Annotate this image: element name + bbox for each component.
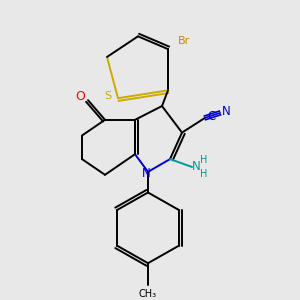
Text: CH₃: CH₃: [139, 289, 157, 299]
Text: H: H: [200, 169, 207, 179]
Text: C: C: [207, 110, 215, 123]
Text: O: O: [75, 90, 85, 103]
Text: N: N: [142, 167, 150, 180]
Text: H: H: [200, 155, 207, 165]
Text: N: N: [192, 160, 201, 173]
Text: S: S: [104, 91, 112, 101]
Text: N: N: [222, 106, 231, 118]
Text: Br: Br: [178, 36, 190, 46]
